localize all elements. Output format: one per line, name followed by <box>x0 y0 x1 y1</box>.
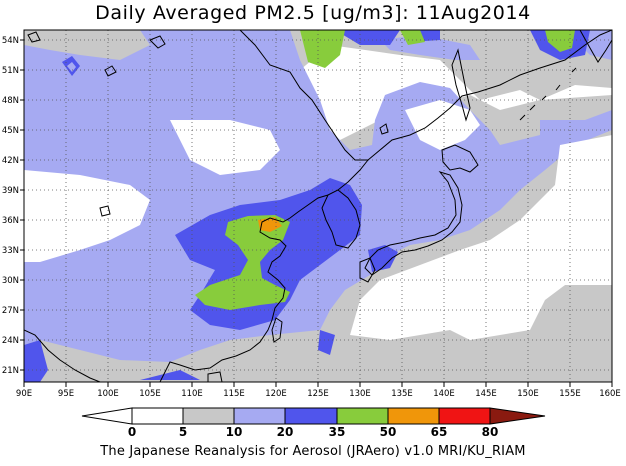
colorbar-bin-35-50 <box>336 407 389 425</box>
colorbar-label-50: 50 <box>380 425 397 439</box>
lat-label-51n: 51N <box>2 66 19 76</box>
field-35-50 <box>67 30 575 310</box>
lon-label-110e: 110E <box>181 389 203 399</box>
lon-label-155e: 155E <box>559 389 581 399</box>
lat-label-42n: 42N <box>2 156 19 166</box>
colorbar-label-65: 65 <box>431 425 448 439</box>
colorbar-label-20: 20 <box>277 425 294 439</box>
lat-label-39n: 39N <box>2 186 19 196</box>
lon-label-95e: 95E <box>58 389 74 399</box>
lat-label-48n: 48N <box>2 96 19 106</box>
tick-marks <box>20 39 613 387</box>
colorbar-label-5: 5 <box>179 425 187 439</box>
lon-label-135e: 135E <box>391 389 413 399</box>
lon-label-90e: 90E <box>16 389 32 399</box>
coastlines <box>24 30 612 382</box>
lat-label-27n: 27N <box>2 306 19 316</box>
colorbar-bin-5-10 <box>182 407 235 425</box>
lon-label-115e: 115E <box>223 389 245 399</box>
colorbar-label-80: 80 <box>482 425 499 439</box>
colorbar <box>81 407 546 425</box>
lon-label-130e: 130E <box>349 389 371 399</box>
map-title: Daily Averaged PM2.5 [ug/m3]: 11Aug2014 <box>95 2 531 24</box>
colorbar-bin-10-20 <box>233 407 286 425</box>
colorbar-bin-20-35 <box>284 407 338 425</box>
colorbar-bin-0-5 <box>131 407 184 425</box>
footer-credit: The Japanese Reanalysis for Aerosol (JRA… <box>100 444 526 459</box>
colorbar-labels: 0 5 10 20 35 50 65 80 <box>128 425 499 439</box>
lat-label-21n: 21N <box>2 366 19 376</box>
lat-labels: 21N 24N 27N 30N 33N 36N 39N 42N 45N 48N … <box>2 36 19 376</box>
lat-label-33n: 33N <box>2 246 19 256</box>
lat-label-30n: 30N <box>2 276 19 286</box>
lon-label-125e: 125E <box>307 389 329 399</box>
field-white-gaps <box>24 30 612 300</box>
lon-label-105e: 105E <box>139 389 161 399</box>
lat-label-24n: 24N <box>2 336 19 346</box>
lon-label-100e: 100E <box>97 389 119 399</box>
colorbar-high-arrow <box>489 407 546 425</box>
lat-label-54n: 54N <box>2 36 19 46</box>
colorbar-label-35: 35 <box>329 425 346 439</box>
colorbar-label-10: 10 <box>226 425 243 439</box>
lon-label-145e: 145E <box>475 389 497 399</box>
lat-label-36n: 36N <box>2 216 19 226</box>
lon-label-150e: 150E <box>517 389 539 399</box>
lon-label-140e: 140E <box>433 389 455 399</box>
lon-labels: 90E 95E 100E 105E 110E 115E 120E 125E 13… <box>16 389 621 399</box>
colorbar-low-arrow <box>81 407 133 425</box>
lon-label-160e: 160E <box>599 389 621 399</box>
lat-label-45n: 45N <box>2 126 19 136</box>
colorbar-bin-50-65 <box>387 407 440 425</box>
pm25-field <box>24 30 612 382</box>
colorbar-label-0: 0 <box>128 425 136 439</box>
colorbar-bin-65-80 <box>438 407 491 425</box>
lon-label-120e: 120E <box>265 389 287 399</box>
